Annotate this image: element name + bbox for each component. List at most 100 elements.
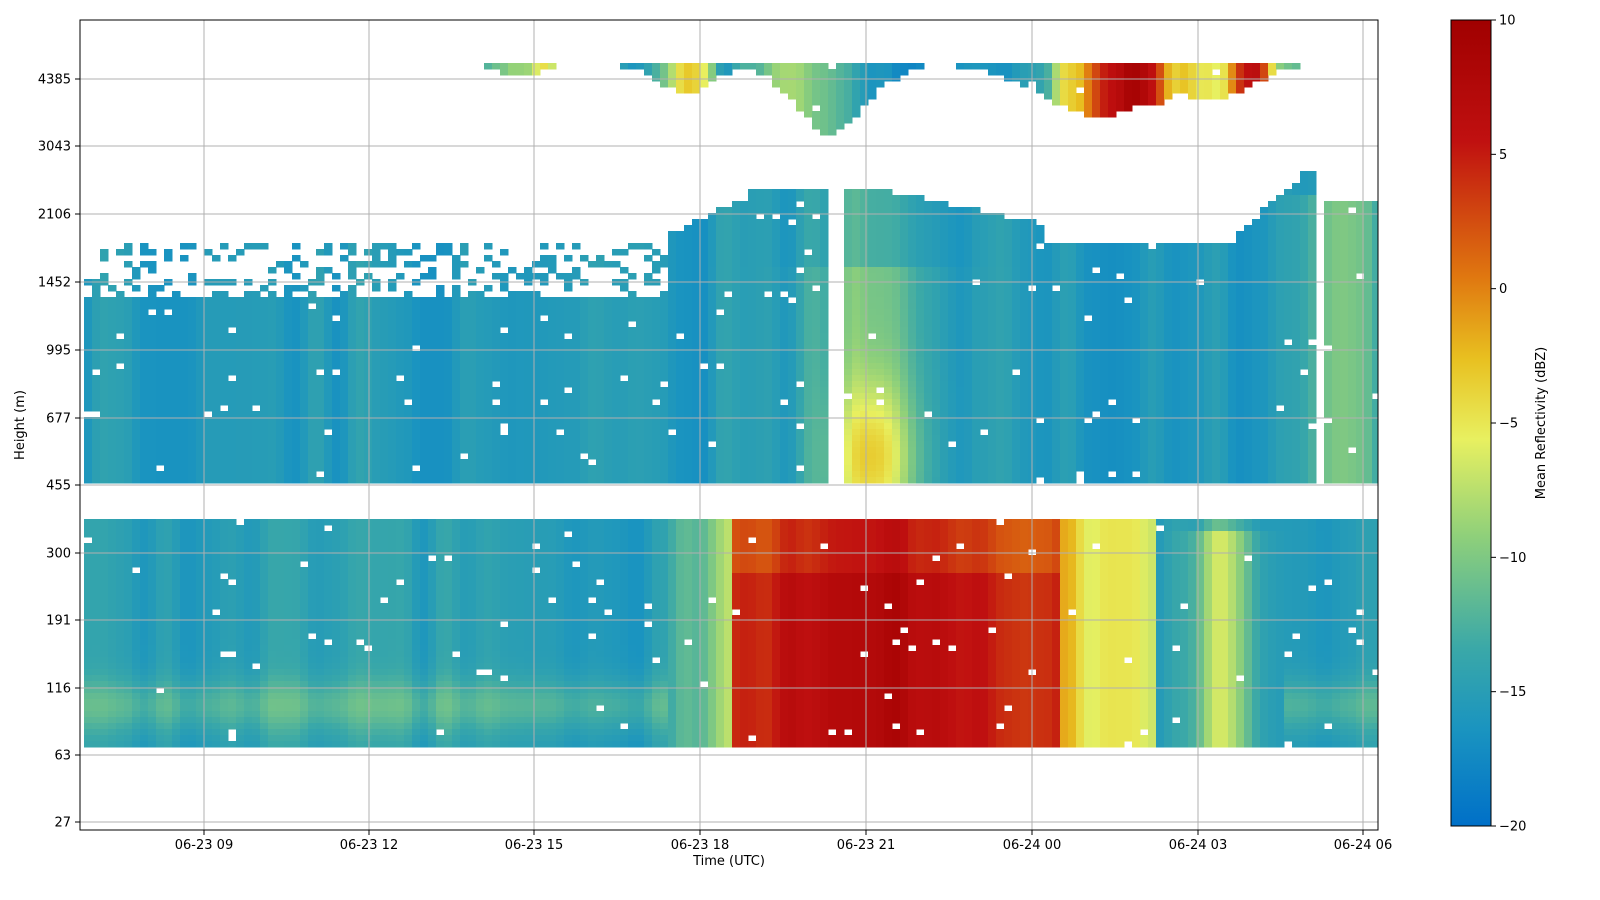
heatmap-cell xyxy=(172,303,181,310)
heatmap-cell xyxy=(196,519,205,526)
heatmap-cell xyxy=(436,429,445,436)
heatmap-cell xyxy=(340,669,349,676)
heatmap-cell xyxy=(628,555,637,562)
heatmap-cell xyxy=(556,591,565,598)
heatmap-cell xyxy=(260,393,269,400)
heatmap-cell xyxy=(260,429,269,436)
heatmap-cell xyxy=(212,399,221,406)
heatmap-cell xyxy=(588,363,597,370)
heatmap-cell xyxy=(388,339,397,346)
heatmap-cell xyxy=(148,603,157,610)
heatmap-cell xyxy=(460,477,469,484)
heatmap-cell xyxy=(580,471,589,478)
heatmap-cell xyxy=(372,249,381,256)
heatmap-cell xyxy=(516,597,525,604)
heatmap-cell xyxy=(228,549,237,556)
heatmap-cell xyxy=(148,423,157,430)
heatmap-cell xyxy=(220,645,229,652)
heatmap-cell xyxy=(444,363,453,370)
heatmap-cell xyxy=(484,303,493,310)
heatmap-cell xyxy=(308,699,317,706)
heatmap-cell xyxy=(452,597,461,604)
heatmap-cell xyxy=(516,333,525,340)
heatmap-cell xyxy=(180,363,189,370)
heatmap-cell xyxy=(268,315,277,322)
heatmap-cell xyxy=(292,339,301,346)
heatmap-cell xyxy=(132,309,141,316)
heatmap-cell xyxy=(380,711,389,718)
heatmap-cell xyxy=(396,339,405,346)
heatmap-cell xyxy=(164,303,173,310)
heatmap-cell xyxy=(492,465,501,472)
heatmap-cell xyxy=(140,687,149,694)
heatmap-cell xyxy=(356,735,365,742)
heatmap-cell xyxy=(428,561,437,568)
heatmap-cell xyxy=(316,663,325,670)
heatmap-cell xyxy=(292,429,301,436)
heatmap-cell xyxy=(300,543,309,550)
heatmap-cell xyxy=(284,381,293,388)
heatmap-cell xyxy=(132,705,141,712)
heatmap-cell xyxy=(268,555,277,562)
heatmap-cell xyxy=(156,597,165,604)
heatmap-cell xyxy=(412,603,421,610)
heatmap-cell xyxy=(484,519,493,526)
heatmap-cell xyxy=(340,663,349,670)
heatmap-cell xyxy=(508,471,517,478)
heatmap-cell xyxy=(628,537,637,544)
heatmap-cell xyxy=(588,315,597,322)
heatmap-cell xyxy=(436,411,445,418)
heatmap-cell xyxy=(284,741,293,748)
heatmap-cell xyxy=(548,591,557,598)
heatmap-cell xyxy=(500,459,509,466)
heatmap-cell xyxy=(172,627,181,634)
heatmap-cell xyxy=(572,663,581,670)
heatmap-cell xyxy=(476,627,485,634)
heatmap-cell xyxy=(388,633,397,640)
heatmap-cell xyxy=(524,321,533,328)
heatmap-cell xyxy=(436,627,445,634)
heatmap-cell xyxy=(124,429,133,436)
heatmap-cell xyxy=(444,387,453,394)
heatmap-cell xyxy=(348,603,357,610)
heatmap-cell xyxy=(100,363,109,370)
heatmap-cell xyxy=(140,705,149,712)
heatmap-cell xyxy=(548,681,557,688)
heatmap-cell xyxy=(620,735,629,742)
heatmap-cell xyxy=(268,411,277,418)
heatmap-cell xyxy=(476,339,485,346)
heatmap-cell xyxy=(636,735,645,742)
heatmap-cell xyxy=(164,627,173,634)
heatmap-cell xyxy=(596,669,605,676)
heatmap-cell xyxy=(612,417,621,424)
heatmap-cell xyxy=(612,327,621,334)
heatmap-cell xyxy=(156,429,165,436)
heatmap-cell xyxy=(556,375,565,382)
heatmap-cell xyxy=(156,705,165,712)
heatmap-cell xyxy=(404,339,413,346)
heatmap-cell xyxy=(452,741,461,748)
heatmap-cell xyxy=(428,447,437,454)
heatmap-cell xyxy=(564,657,573,664)
heatmap-cell xyxy=(380,387,389,394)
heatmap-cell xyxy=(572,441,581,448)
heatmap-cell xyxy=(380,453,389,460)
heatmap-cell xyxy=(428,543,437,550)
heatmap-cell xyxy=(612,297,621,304)
heatmap-cell xyxy=(476,711,485,718)
heatmap-cell xyxy=(164,699,173,706)
heatmap-cell xyxy=(124,675,133,682)
heatmap-cell xyxy=(404,633,413,640)
heatmap-cell xyxy=(572,453,581,460)
heatmap-cell xyxy=(164,543,173,550)
heatmap-cell xyxy=(172,471,181,478)
heatmap-cell xyxy=(548,303,557,310)
heatmap-cell xyxy=(316,639,325,646)
heatmap-cell xyxy=(100,735,109,742)
heatmap-cell xyxy=(396,393,405,400)
heatmap-cell xyxy=(484,597,493,604)
heatmap-cell xyxy=(212,351,221,358)
heatmap-cell xyxy=(412,441,421,448)
heatmap-cell xyxy=(292,243,301,250)
heatmap-cell xyxy=(316,309,325,316)
